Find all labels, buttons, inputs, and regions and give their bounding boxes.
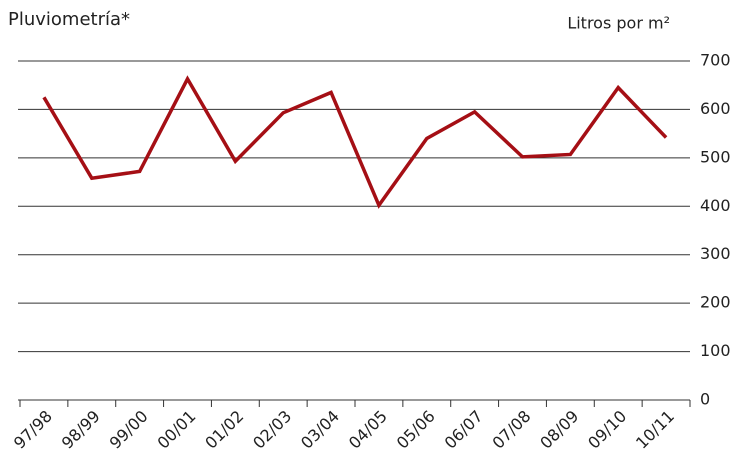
x-tick-label: 05/06 (393, 407, 439, 451)
y-tick-label: 0 (700, 390, 710, 409)
x-tick-label: 99/00 (106, 407, 152, 451)
x-tick-label: 02/03 (249, 407, 295, 451)
x-tick-label: 09/10 (584, 407, 630, 451)
line (42, 75, 668, 209)
x-tick-label: 00/01 (153, 407, 199, 451)
y-axis-label: Litros por m² (567, 14, 670, 33)
y-tick-label: 200 (700, 293, 730, 312)
x-tick-label: 06/07 (441, 407, 487, 451)
chart-title: Pluviometría* (8, 9, 130, 30)
y-tick-label: 500 (700, 147, 730, 166)
x-tick-label: 07/08 (488, 407, 534, 451)
x-tick-label: 03/04 (297, 407, 343, 451)
y-tick-label: 600 (700, 99, 730, 118)
y-tick-label: 400 (700, 196, 730, 215)
x-tick-label: 01/02 (201, 407, 247, 451)
y-tick-label: 300 (700, 244, 730, 263)
x-tick-label: 04/05 (345, 407, 391, 451)
y-tick-label: 700 (700, 51, 730, 70)
x-tick-label: 10/11 (632, 407, 678, 451)
y-tick-label: 100 (700, 341, 730, 360)
x-tick-label: 98/99 (58, 407, 104, 451)
x-tick-label: 97/98 (10, 407, 56, 451)
x-tick-label: 08/09 (536, 407, 582, 451)
